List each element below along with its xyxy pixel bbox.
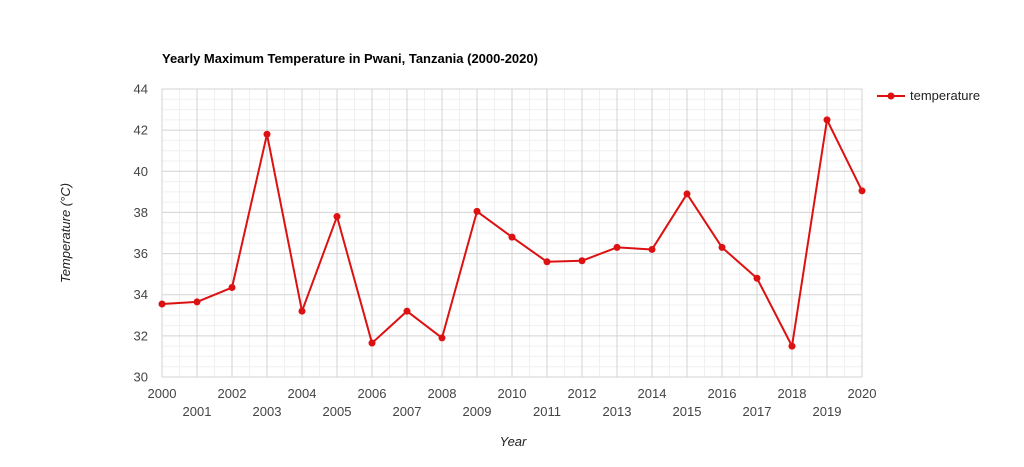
y-tick-label: 34 bbox=[134, 287, 148, 302]
data-point bbox=[228, 284, 236, 292]
y-tick-label: 38 bbox=[134, 205, 148, 220]
data-point bbox=[578, 257, 586, 265]
x-axis-ticks: 2000 2001 2002 2003 2004 2005 2006 2007 2008 2009… bbox=[148, 386, 877, 419]
x-axis-title: Year bbox=[500, 434, 527, 449]
y-axis-ticks: 30 32 34 36 38 40 42 44 bbox=[134, 82, 148, 385]
data-point bbox=[683, 190, 691, 198]
series-temperature bbox=[158, 116, 866, 350]
y-tick-label: 40 bbox=[134, 164, 148, 179]
x-tick-label: 2007 bbox=[393, 404, 422, 419]
x-tick-label: 2018 bbox=[778, 386, 807, 401]
data-point bbox=[158, 300, 166, 308]
data-point bbox=[648, 245, 656, 253]
x-tick-label: 2020 bbox=[848, 386, 877, 401]
x-tick-label: 2008 bbox=[428, 386, 457, 401]
data-point bbox=[543, 258, 551, 266]
x-tick-label: 2002 bbox=[218, 386, 247, 401]
x-tick-label: 2010 bbox=[498, 386, 527, 401]
data-point bbox=[193, 298, 201, 306]
data-point bbox=[718, 243, 726, 251]
data-point bbox=[788, 342, 796, 350]
major-grid bbox=[161, 88, 863, 378]
y-axis-title: Temperature (°C) bbox=[58, 183, 73, 283]
data-point bbox=[333, 213, 341, 221]
x-tick-label: 2011 bbox=[533, 404, 561, 419]
x-tick-label: 2013 bbox=[603, 404, 632, 419]
data-point bbox=[823, 116, 831, 124]
x-tick-label: 2009 bbox=[463, 404, 492, 419]
data-point bbox=[753, 274, 761, 282]
data-point bbox=[613, 243, 621, 251]
data-point bbox=[403, 307, 411, 315]
data-point bbox=[858, 187, 866, 195]
x-tick-label: 2014 bbox=[638, 386, 667, 401]
y-tick-label: 42 bbox=[134, 123, 148, 138]
x-tick-label: 2005 bbox=[323, 404, 352, 419]
data-point bbox=[298, 307, 306, 315]
x-tick-label: 2017 bbox=[743, 404, 772, 419]
legend-label: temperature bbox=[910, 88, 980, 103]
x-tick-label: 2000 bbox=[148, 386, 177, 401]
data-point bbox=[263, 130, 271, 138]
chart-title: Yearly Maximum Temperature in Pwani, Tan… bbox=[162, 51, 538, 66]
y-tick-label: 32 bbox=[134, 328, 148, 343]
legend: temperature bbox=[877, 88, 980, 103]
y-tick-label: 36 bbox=[134, 246, 148, 261]
x-tick-label: 2003 bbox=[253, 404, 282, 419]
x-tick-label: 2004 bbox=[288, 386, 317, 401]
x-tick-label: 2006 bbox=[358, 386, 387, 401]
y-tick-label: 44 bbox=[134, 82, 148, 97]
data-point bbox=[438, 334, 446, 342]
x-tick-label: 2019 bbox=[813, 404, 842, 419]
legend-point-marker bbox=[887, 92, 895, 100]
data-point bbox=[368, 339, 376, 347]
data-point bbox=[473, 207, 481, 215]
x-tick-label: 2016 bbox=[708, 386, 737, 401]
x-tick-label: 2012 bbox=[568, 386, 597, 401]
data-point bbox=[508, 233, 516, 241]
y-tick-label: 30 bbox=[134, 370, 148, 385]
x-tick-label: 2001 bbox=[183, 404, 212, 419]
x-tick-label: 2015 bbox=[673, 404, 702, 419]
